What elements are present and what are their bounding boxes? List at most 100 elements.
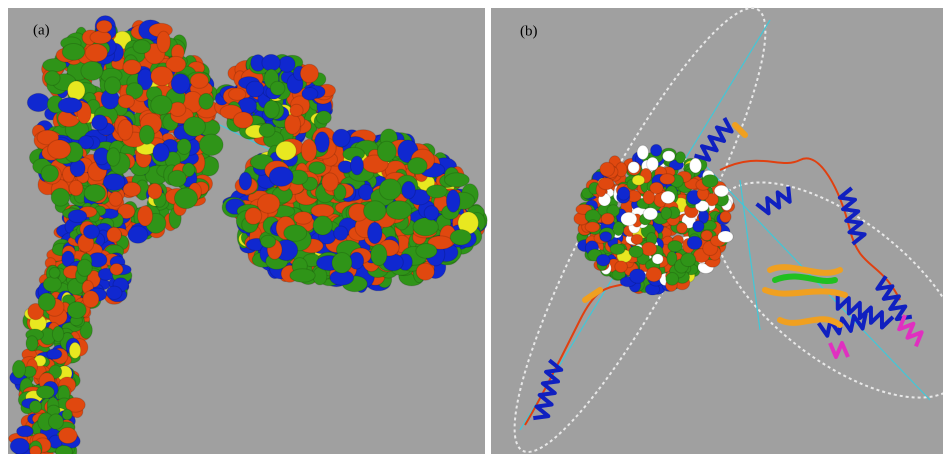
atom <box>663 151 675 162</box>
atom <box>681 253 696 267</box>
atom <box>171 74 190 94</box>
strand <box>765 290 845 295</box>
atom <box>294 212 312 225</box>
atom <box>313 216 332 235</box>
atom <box>81 61 103 80</box>
atom <box>642 242 657 256</box>
atom <box>270 81 285 95</box>
atom <box>629 246 643 258</box>
atom <box>285 114 301 134</box>
atom <box>628 162 639 174</box>
atom <box>261 235 276 248</box>
atom <box>601 213 614 224</box>
atom <box>334 226 348 240</box>
atom <box>118 119 133 140</box>
atom <box>302 88 318 101</box>
atom <box>290 269 315 283</box>
atom <box>62 409 72 420</box>
atom <box>445 173 470 187</box>
atom <box>153 143 169 161</box>
atom <box>316 111 331 124</box>
atom <box>416 244 437 259</box>
atom <box>52 326 63 341</box>
atom <box>69 180 83 196</box>
atom <box>77 259 92 276</box>
atom <box>446 190 460 212</box>
atom <box>92 115 108 130</box>
atom <box>123 60 141 75</box>
atom <box>615 261 628 273</box>
atom <box>62 44 85 61</box>
atom <box>37 386 55 399</box>
atom <box>29 401 41 413</box>
atom <box>632 175 644 185</box>
atom <box>279 56 295 72</box>
atom <box>38 293 55 311</box>
atom <box>174 188 197 209</box>
atom <box>151 67 173 86</box>
atom <box>386 201 412 220</box>
atom <box>151 95 172 114</box>
atom <box>199 93 214 109</box>
atom <box>69 342 80 358</box>
atom <box>677 223 688 234</box>
atom <box>650 182 663 194</box>
atom <box>90 31 111 44</box>
atom <box>377 141 396 161</box>
panel-label: (b) <box>520 23 538 39</box>
atom <box>675 152 685 164</box>
atom <box>264 101 279 119</box>
atom <box>56 446 73 454</box>
atom <box>610 244 625 255</box>
atom <box>720 211 731 222</box>
atom <box>83 291 99 308</box>
atom <box>637 145 648 159</box>
atom <box>687 236 702 249</box>
atom <box>229 88 246 100</box>
atom <box>668 241 682 252</box>
atom <box>693 221 704 232</box>
atom <box>661 207 672 220</box>
panel-label: (a) <box>33 22 50 38</box>
atom <box>68 210 87 223</box>
atom <box>10 438 29 454</box>
atom <box>59 428 78 444</box>
atom <box>106 286 122 299</box>
atom <box>598 178 614 190</box>
atom <box>138 206 153 226</box>
atom <box>118 95 134 108</box>
atom <box>123 182 141 196</box>
atom <box>322 173 338 191</box>
atom <box>600 232 612 242</box>
atom <box>245 208 262 225</box>
figure: (a) (b) <box>0 0 943 454</box>
atom <box>41 165 58 182</box>
atom <box>718 231 733 242</box>
atom <box>85 44 107 62</box>
atom <box>257 194 279 214</box>
atom <box>107 148 120 166</box>
atom <box>424 206 439 221</box>
atom <box>26 336 38 351</box>
atom <box>45 71 61 86</box>
atom <box>652 254 663 264</box>
atom <box>109 192 122 207</box>
atom <box>702 175 718 188</box>
atom <box>233 112 253 128</box>
atom <box>12 360 25 378</box>
atom <box>96 20 112 32</box>
atom <box>199 134 223 155</box>
atom <box>371 244 387 266</box>
atom <box>290 104 303 116</box>
atom <box>364 201 387 221</box>
atom <box>630 269 646 283</box>
atom <box>269 167 293 187</box>
atom <box>259 123 275 137</box>
atom <box>262 54 280 71</box>
atom <box>621 212 637 225</box>
atom <box>43 277 61 292</box>
atom <box>30 446 41 454</box>
atom <box>27 93 49 111</box>
atom <box>246 81 264 97</box>
atom <box>190 73 208 88</box>
